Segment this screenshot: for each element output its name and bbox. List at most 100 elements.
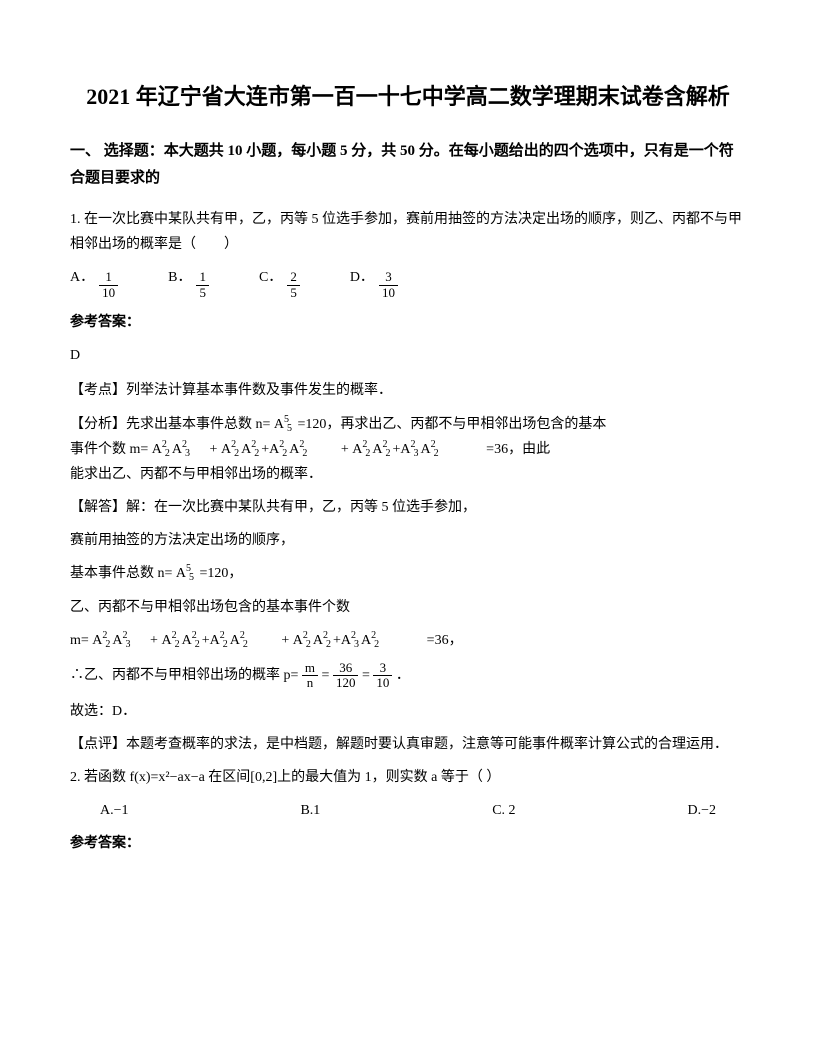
opt-b-label: B． xyxy=(168,265,191,290)
perm-g4: A22 xyxy=(241,437,261,462)
h1u: 2 xyxy=(105,639,110,650)
p9b: A xyxy=(400,442,410,457)
perm-h8: A22 xyxy=(313,628,333,653)
frac1-den: 120 xyxy=(333,676,359,690)
q1-jieda-6-row: m= A22A23 + A22A22+A22A22 + A22A22+A23A2… xyxy=(70,628,746,653)
frac2-num: 3 xyxy=(373,661,392,676)
q1-kaodian: 【考点】列举法计算基本事件数及事件发生的概率． xyxy=(70,378,746,403)
perm-g2: A23 xyxy=(172,437,192,462)
q1-text: 1. 在一次比赛中某队共有甲，乙，丙等 5 位选手参加，赛前用抽签的方法决定出场… xyxy=(70,207,746,257)
q2-opt-b: B.1 xyxy=(300,798,320,823)
fenxi-t7: 能求出乙、丙都不与甲相邻出场的概率． xyxy=(70,467,322,482)
p5b: A xyxy=(269,442,279,457)
opt-b-den: 5 xyxy=(196,286,209,300)
p8b: A xyxy=(372,442,382,457)
perm-h7: A22 xyxy=(293,628,313,653)
q1-option-d: D． 3 10 xyxy=(350,265,398,300)
q2-opt-c: C. 2 xyxy=(492,798,515,823)
p9u: 3 xyxy=(414,448,419,459)
q1-dianping: 【点评】本题考查概率的求法，是中档题，解题时要认真审题，注意等可能事件概率计算公… xyxy=(70,732,746,757)
p7u: 2 xyxy=(365,448,370,459)
perm-g1: A22 xyxy=(152,437,172,462)
p4b: A xyxy=(241,442,251,457)
pa55u: 5 xyxy=(189,572,194,583)
perm-g3: A22 xyxy=(221,437,241,462)
p3u: 2 xyxy=(234,448,239,459)
opt-b-num: 1 xyxy=(196,270,209,285)
perm-h4: A22 xyxy=(182,628,202,653)
fenxi-t1: 【分析】先求出基本事件总数 n= xyxy=(70,417,270,432)
jieda-11: ． xyxy=(396,668,410,683)
fenxi-t4: + xyxy=(210,442,218,457)
opt-a-label: A． xyxy=(70,265,94,290)
h5b: A xyxy=(210,633,220,648)
fenxi-t5: + xyxy=(341,442,349,457)
p6b: A xyxy=(289,442,299,457)
jieda-4: =120， xyxy=(200,566,243,581)
jieda-7: + xyxy=(150,633,158,648)
opt-c-fraction: 2 5 xyxy=(287,270,300,300)
p7b: A xyxy=(352,442,362,457)
perm-a55-2: A55 xyxy=(176,561,196,586)
p3b: A xyxy=(221,442,231,457)
h6u: 2 xyxy=(243,639,248,650)
h6b: A xyxy=(230,633,240,648)
jieda-8: + xyxy=(281,633,289,648)
jieda-10-eq: = xyxy=(322,668,330,683)
frac-3-10: 3 10 xyxy=(373,661,392,691)
perm-h1: A22 xyxy=(92,628,112,653)
opt-d-num: 3 xyxy=(379,270,398,285)
jieda-9: =36， xyxy=(427,633,463,648)
frac-mn: m n xyxy=(302,661,318,691)
jieda-6: m= xyxy=(70,633,89,648)
perm-g6: A22 xyxy=(289,437,309,462)
q2-opt-a: A.−1 xyxy=(100,798,129,823)
opt-c-den: 5 xyxy=(287,286,300,300)
h1b: A xyxy=(92,633,102,648)
perm-g7: A22 xyxy=(352,437,372,462)
p1u: 2 xyxy=(165,448,170,459)
perm-h6: A22 xyxy=(230,628,250,653)
q1-jieda-5: 乙、丙都不与甲相邻出场包含的基本事件个数 xyxy=(70,595,746,620)
h10b: A xyxy=(361,633,371,648)
h4b: A xyxy=(182,633,192,648)
h7u: 2 xyxy=(306,639,311,650)
frac-mn-den: n xyxy=(302,676,318,690)
q2-options: A.−1 B.1 C. 2 D.−2 xyxy=(70,798,746,823)
frac2-den: 10 xyxy=(373,676,392,690)
opt-a-den: 10 xyxy=(99,286,118,300)
perm-g9: A23 xyxy=(400,437,420,462)
p6u: 2 xyxy=(302,448,307,459)
perm-h9: A23 xyxy=(341,628,361,653)
q1-options: A． 1 10 B． 1 5 C． 2 5 D． 3 10 xyxy=(70,265,746,300)
p10u: 2 xyxy=(434,448,439,459)
q2-opt-d: D.−2 xyxy=(687,798,716,823)
q2-answer-label: 参考答案： xyxy=(70,831,746,856)
perm-base: A xyxy=(274,417,284,432)
opt-b-fraction: 1 5 xyxy=(196,270,209,300)
h8b: A xyxy=(313,633,323,648)
h3u: 2 xyxy=(175,639,180,650)
q1-jieda-1: 【解答】解：在一次比赛中某队共有甲，乙，丙等 5 位选手参加， xyxy=(70,495,746,520)
frac1-num: 36 xyxy=(333,661,359,676)
q1-answer-label: 参考答案： xyxy=(70,310,746,335)
perm-g10: A22 xyxy=(421,437,441,462)
perm-h10: A22 xyxy=(361,628,381,653)
h9u: 3 xyxy=(354,639,359,650)
jieda-10-eq2: = xyxy=(362,668,370,683)
p4u: 2 xyxy=(254,448,259,459)
q1-jieda-12: 故选：D． xyxy=(70,699,746,724)
q1-option-a: A． 1 10 xyxy=(70,265,118,300)
opt-c-num: 2 xyxy=(287,270,300,285)
jieda-3: 基本事件总数 n= xyxy=(70,566,172,581)
exam-title: 2021 年辽宁省大连市第一百一十七中学高二数学理期末试卷含解析 xyxy=(70,80,746,113)
q1-jieda-10-row: ∴乙、丙都不与甲相邻出场的概率 p= m n = 36 120 = 3 10 ． xyxy=(70,661,746,691)
opt-a-fraction: 1 10 xyxy=(99,270,118,300)
p1b: A xyxy=(152,442,162,457)
h7b: A xyxy=(293,633,303,648)
p8u: 2 xyxy=(386,448,391,459)
p2u: 3 xyxy=(185,448,190,459)
q2-text: 2. 若函数 f(x)=x²−ax−a 在区间[0,2]上的最大值为 1，则实数… xyxy=(70,765,746,790)
h5u: 2 xyxy=(223,639,228,650)
p5u: 2 xyxy=(282,448,287,459)
